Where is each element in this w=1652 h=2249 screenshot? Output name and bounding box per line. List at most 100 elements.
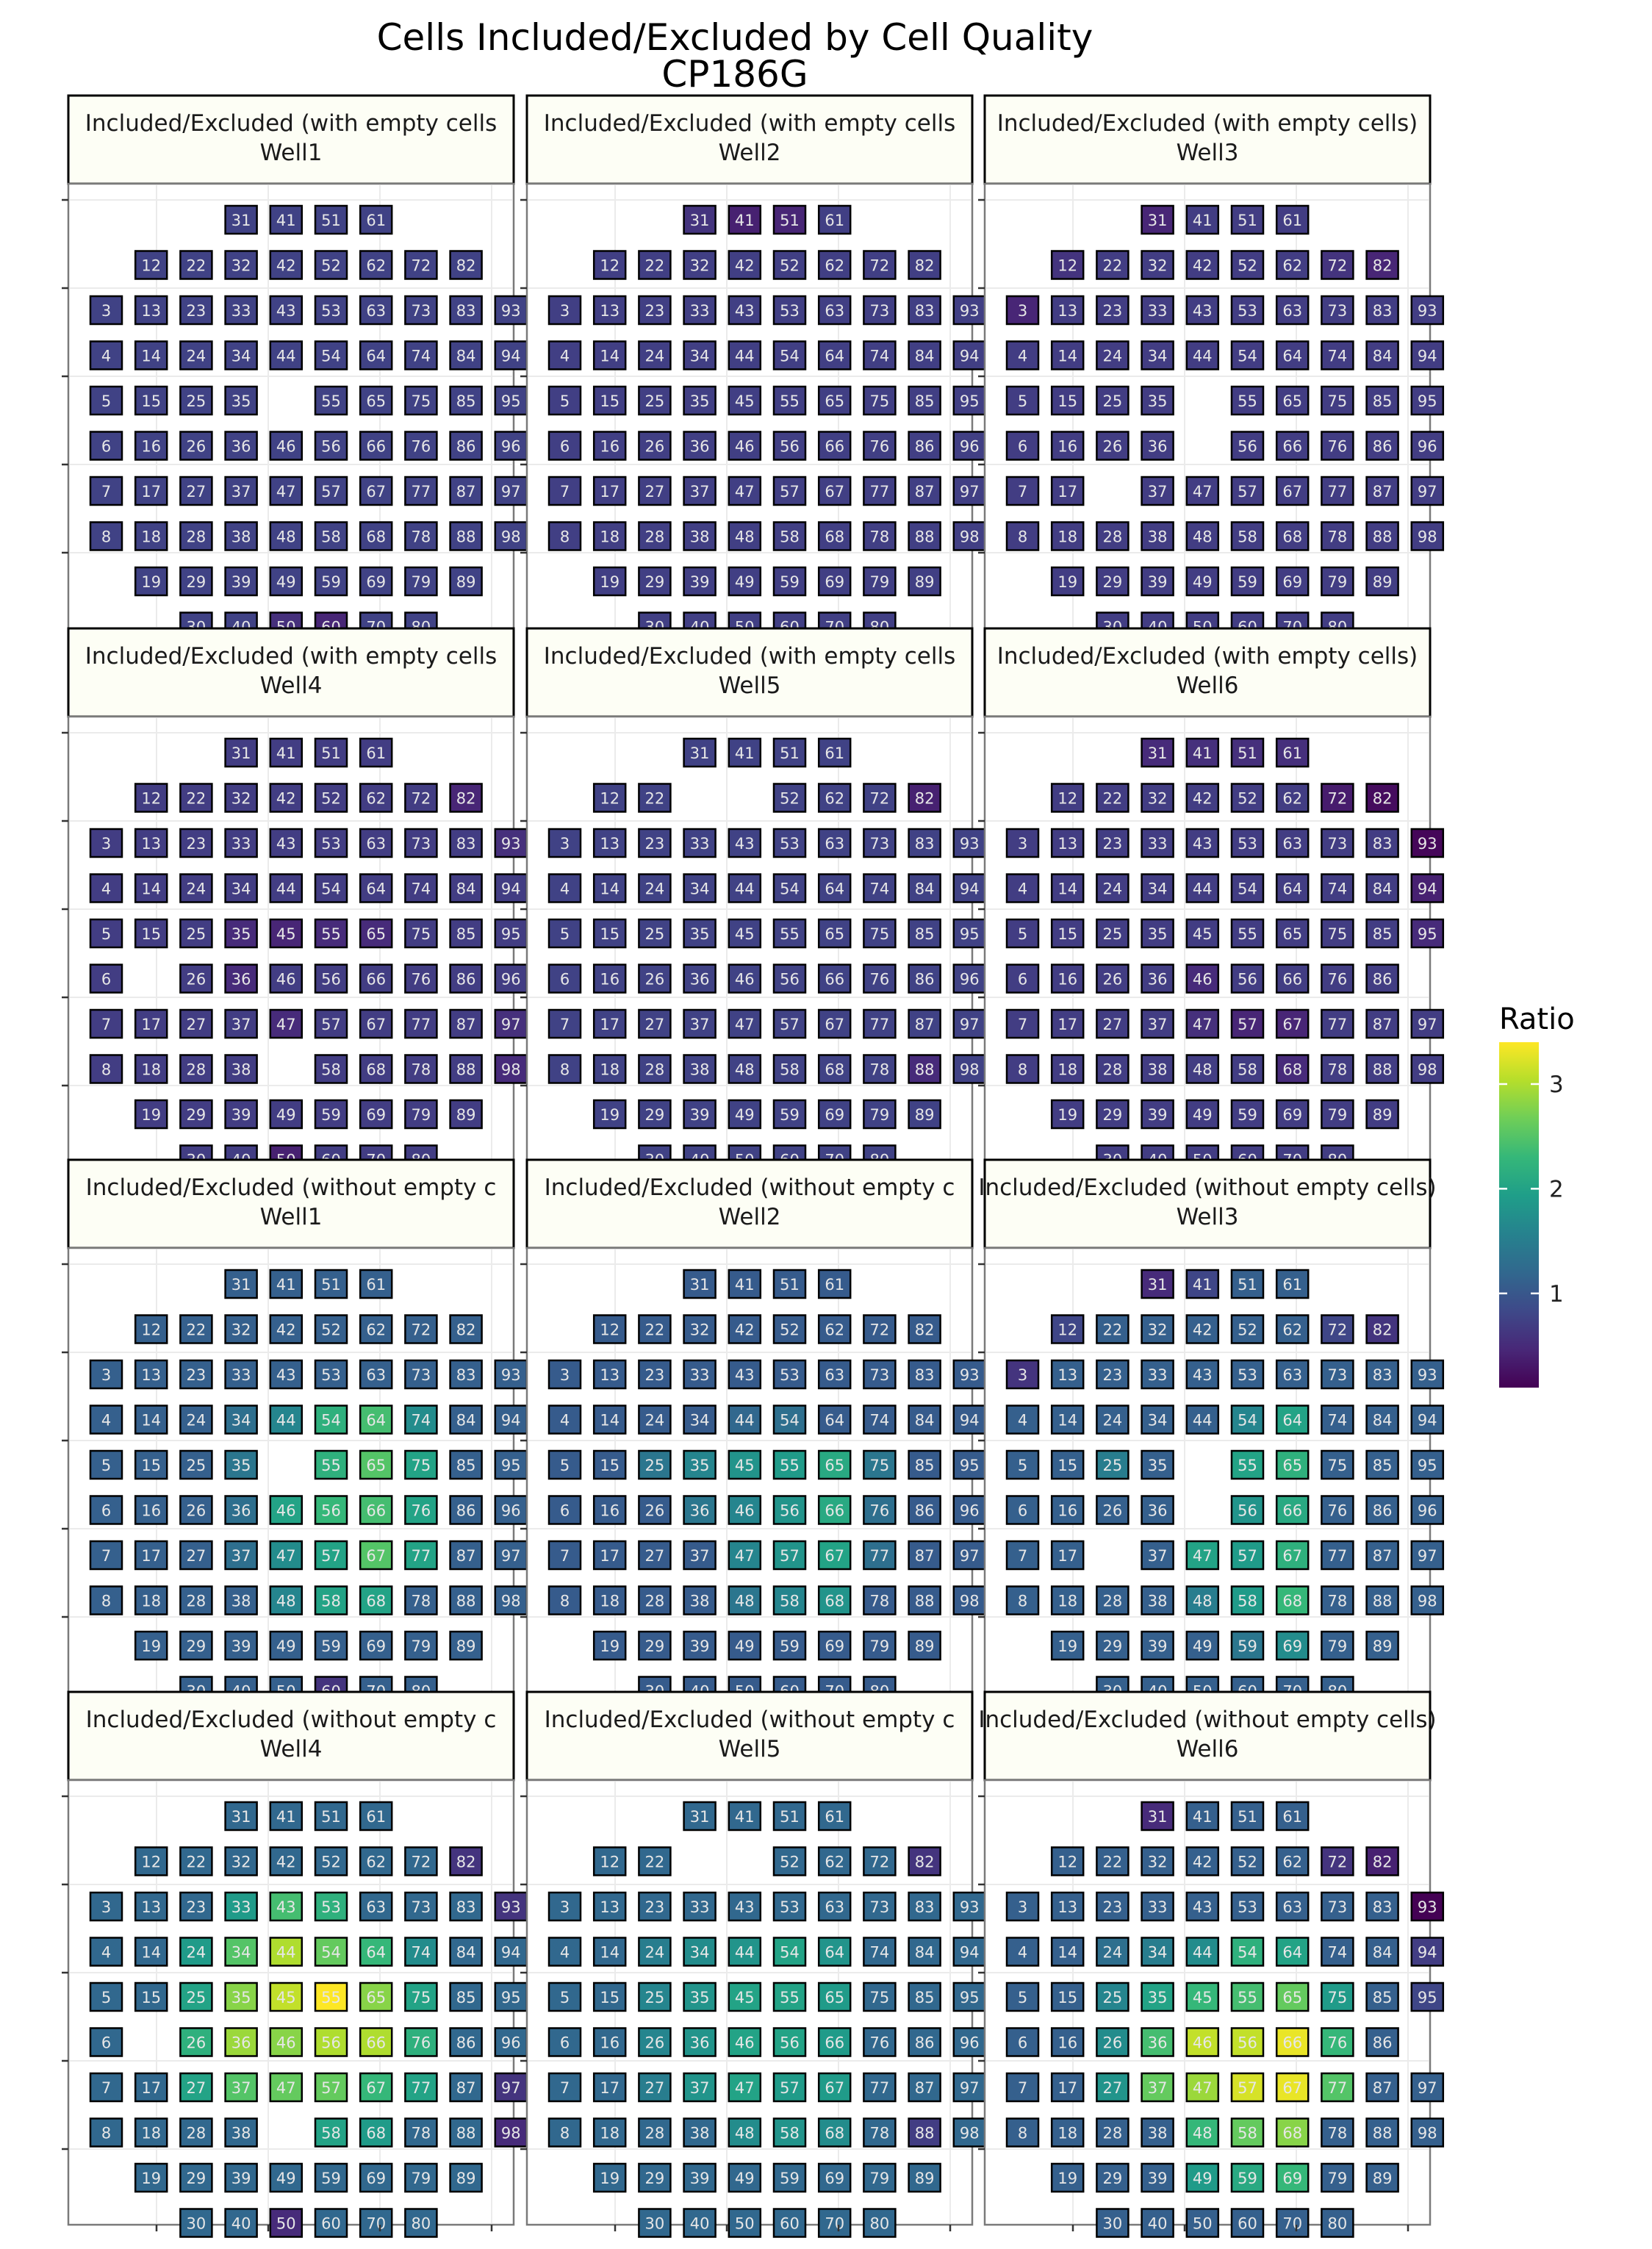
cell-label: 8 bbox=[1018, 528, 1027, 546]
cell-label: 85 bbox=[456, 925, 476, 943]
heatmap-cell bbox=[134, 385, 168, 416]
cell-label: 54 bbox=[780, 880, 800, 898]
heatmap-cell bbox=[683, 1449, 717, 1480]
cell-label: 65 bbox=[825, 392, 844, 410]
heatmap-cell bbox=[1096, 566, 1130, 597]
heatmap-cell bbox=[1230, 1008, 1265, 1039]
heatmap-cell bbox=[1275, 1585, 1310, 1615]
heatmap-cell bbox=[1050, 964, 1085, 994]
heatmap-cell bbox=[314, 204, 348, 235]
cell-label: 85 bbox=[1373, 1457, 1393, 1474]
heatmap-cell bbox=[449, 2162, 483, 2193]
heatmap-cell bbox=[269, 431, 304, 461]
cell-label: 35 bbox=[690, 1989, 710, 2006]
heatmap-cell bbox=[1321, 385, 1354, 416]
heatmap-cell bbox=[728, 1449, 762, 1480]
heatmap-cell bbox=[1365, 1449, 1399, 1480]
cell-label: 66 bbox=[1282, 2034, 1302, 2052]
cell-label: 93 bbox=[960, 1366, 980, 1384]
cell-label: 36 bbox=[690, 2034, 710, 2052]
heatmap-cell bbox=[224, 250, 258, 280]
cell-label: 18 bbox=[141, 528, 161, 546]
cell-label: 64 bbox=[366, 1412, 386, 1430]
cell-label: 93 bbox=[960, 302, 980, 320]
cell-label: 14 bbox=[141, 1944, 161, 1962]
cell-label: 88 bbox=[456, 2125, 476, 2142]
heatmap-cell bbox=[314, 2072, 348, 2103]
heatmap-cell bbox=[908, 2162, 941, 2193]
cell-label: 37 bbox=[690, 1547, 710, 1565]
heatmap-cell bbox=[134, 431, 168, 461]
cell-label: 13 bbox=[600, 835, 620, 853]
heatmap-cell bbox=[1230, 1846, 1265, 1876]
heatmap-cell bbox=[638, 873, 672, 903]
heatmap-cell bbox=[1230, 1495, 1265, 1525]
cell-label: 23 bbox=[645, 302, 665, 320]
heatmap-cell bbox=[1050, 2117, 1085, 2148]
heatmap-cell bbox=[908, 1585, 941, 1615]
heatmap-cell bbox=[863, 1099, 897, 1130]
heatmap-cell bbox=[638, 1846, 672, 1876]
heatmap-cell bbox=[1275, 1495, 1310, 1525]
heatmap-cell bbox=[1275, 783, 1310, 813]
cell-label: 88 bbox=[456, 1593, 476, 1610]
heatmap-cell bbox=[1005, 2027, 1040, 2057]
heatmap-cell bbox=[817, 340, 852, 370]
cell-label: 31 bbox=[690, 1808, 710, 1826]
cell-label: 41 bbox=[1193, 1276, 1213, 1294]
heatmap-cell bbox=[1185, 521, 1220, 551]
heatmap-cell bbox=[547, 1405, 582, 1435]
cell-label: 41 bbox=[735, 212, 755, 229]
cell-label: 69 bbox=[825, 1106, 844, 1124]
cell-label: 3 bbox=[1018, 1898, 1027, 1916]
cell-label: 57 bbox=[780, 2079, 800, 2097]
heatmap-cell bbox=[772, 1099, 807, 1130]
heatmap-cell bbox=[817, 1449, 852, 1480]
heatmap-cell bbox=[1096, 2027, 1130, 2057]
cell-label: 5 bbox=[101, 1457, 111, 1474]
cell-label: 49 bbox=[1193, 573, 1213, 591]
heatmap-cell bbox=[449, 1540, 483, 1571]
heatmap-cell bbox=[547, 2027, 582, 2057]
heatmap-cell bbox=[134, 1891, 168, 1922]
heatmap-cell bbox=[728, 295, 762, 326]
heatmap-cell bbox=[269, 1891, 304, 1922]
cell-label: 40 bbox=[231, 2215, 251, 2233]
heatmap-cell bbox=[638, 476, 672, 506]
cell-label: 56 bbox=[1238, 1502, 1257, 1520]
heatmap-cell bbox=[1275, 2117, 1310, 2148]
cell-label: 56 bbox=[321, 438, 341, 456]
heatmap-cell bbox=[314, 737, 348, 768]
cell-label: 85 bbox=[456, 1457, 476, 1474]
cell-label: 42 bbox=[1193, 790, 1213, 808]
heatmap-cell bbox=[817, 1801, 852, 1832]
heatmap-cell bbox=[1141, 1008, 1174, 1039]
heatmap-cell bbox=[89, 1937, 123, 1967]
heatmap-cell bbox=[863, 783, 897, 813]
cell-label: 53 bbox=[780, 1366, 800, 1384]
cell-label: 6 bbox=[560, 438, 570, 456]
cell-label: 88 bbox=[456, 1061, 476, 1079]
heatmap-cell bbox=[1230, 1585, 1265, 1615]
cell-label: 61 bbox=[1282, 745, 1302, 762]
cell-label: 34 bbox=[1148, 348, 1168, 365]
facet-strip bbox=[67, 627, 515, 718]
cell-label: 83 bbox=[456, 1898, 476, 1916]
heatmap-cell bbox=[1321, 1937, 1354, 1967]
facet-panel: Included/Excluded (without empty cWell23… bbox=[520, 1158, 987, 1706]
heatmap-cell bbox=[1185, 783, 1220, 813]
cell-label: 95 bbox=[501, 925, 521, 943]
cell-label: 14 bbox=[141, 348, 161, 365]
cell-label: 7 bbox=[1018, 2079, 1027, 2097]
heatmap-cell bbox=[1321, 918, 1354, 949]
cell-label: 89 bbox=[456, 2170, 476, 2187]
cell-label: 87 bbox=[456, 2079, 476, 2097]
heatmap-cell bbox=[1050, 385, 1085, 416]
heatmap-cell bbox=[908, 1630, 941, 1661]
heatmap-cell bbox=[1321, 1630, 1354, 1661]
cell-label: 26 bbox=[187, 438, 206, 456]
heatmap-cell bbox=[863, 1054, 897, 1084]
heatmap-cell bbox=[269, 964, 304, 994]
heatmap-cell bbox=[772, 1269, 807, 1299]
heatmap-cell bbox=[952, 2117, 987, 2148]
